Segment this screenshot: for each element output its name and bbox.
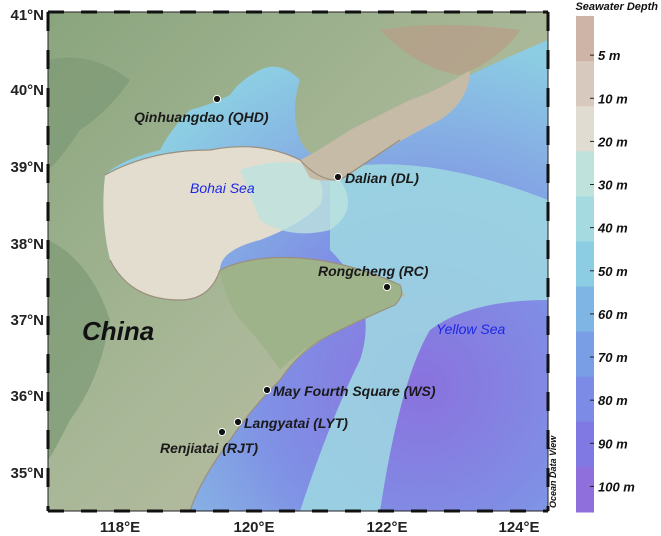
colorbar-swatch [576,466,594,513]
station-label-rjt: Renjiatai (RJT) [160,440,258,456]
station-labels: Qinhuangdao (QHD) Dalian (DL) Rongcheng … [134,109,436,456]
colorbar-label: 70 m [598,350,628,365]
lat-label-39: 39°N [10,159,44,176]
northern-coastline [104,139,401,181]
yellow-sea-label: Yellow Sea [436,321,505,337]
station-markers [212,94,392,437]
liaodong-peninsula [300,70,470,181]
highland-west [48,57,130,170]
colorbar-swatch [576,151,594,197]
station-marker-dl [333,172,343,182]
highland-south [48,240,110,460]
mid-depth-zone [300,164,548,511]
colorbar-label: 90 m [598,436,628,451]
ocean-data-view-credit: Ocean Data View [548,435,558,508]
colorbar-swatch [576,241,594,288]
colorbar-label: 40 m [597,221,628,236]
colorbar-swatch [576,376,594,423]
colorbar-label: 10 m [598,91,628,106]
colorbar-title: Seawater Depth [575,1,658,13]
colorbar-swatch [576,331,594,378]
colorbar-label: 20 m [597,134,628,149]
southern-coastline [109,256,403,511]
lat-label-38: 38°N [10,236,44,253]
lat-label-36: 36°N [10,388,44,405]
colorbar-label: 80 m [598,393,628,408]
shandong-peninsula [220,257,402,370]
latitude-labels: 41°N 40°N 39°N 38°N 37°N 36°N 35°N [10,7,44,482]
map-border [47,11,549,512]
colorbar-label: 30 m [598,178,628,193]
colorbar-swatch [576,61,594,107]
colorbar-label: 5 m [598,48,621,63]
lat-label-41: 41°N [10,7,44,24]
colorbar-swatch [576,196,594,242]
colorbar-label: 100 m [598,479,635,494]
lat-label-35: 35°N [10,465,44,482]
lat-label-37: 37°N [10,312,44,329]
station-label-rc: Rongcheng (RC) [318,263,429,279]
station-label-qhd: Qinhuangdao (QHD) [134,109,269,125]
colorbar-swatch [576,16,594,62]
lon-label-124: 124°E [498,519,539,536]
longitude-labels: 118°E 120°E 122°E 124°E [100,519,540,536]
depth-colorbar: 5 m 10 m 20 m 30 m 40 m 50 m 60 m 70 m 80 m 90 m 1… [576,16,635,513]
lat-label-40: 40°N [10,82,44,99]
station-marker-lyt [233,417,243,427]
bohai-sea-label: Bohai Sea [190,180,255,196]
china-label: China [82,316,154,346]
lon-label-118: 118°E [100,519,140,536]
station-marker-qhd [212,94,222,104]
colorbar-swatch [576,286,594,333]
lon-label-120: 120°E [233,519,274,536]
station-marker-rjt [217,427,227,437]
lon-label-122: 122°E [366,519,407,536]
station-marker-ws [262,385,272,395]
colorbar-swatch [576,421,594,468]
colorbar-swatch [576,106,594,152]
northeast-mountains [380,25,520,75]
station-label-dl: Dalian (DL) [345,170,419,186]
colorbar-label: 60 m [598,307,628,322]
map-area [48,12,548,511]
station-marker-rc [382,282,392,292]
colorbar-label: 50 m [598,264,628,279]
station-label-lyt: Langyatai (LYT) [244,415,348,431]
station-label-ws: May Fourth Square (WS) [273,383,436,399]
frame-ticks [46,10,550,513]
